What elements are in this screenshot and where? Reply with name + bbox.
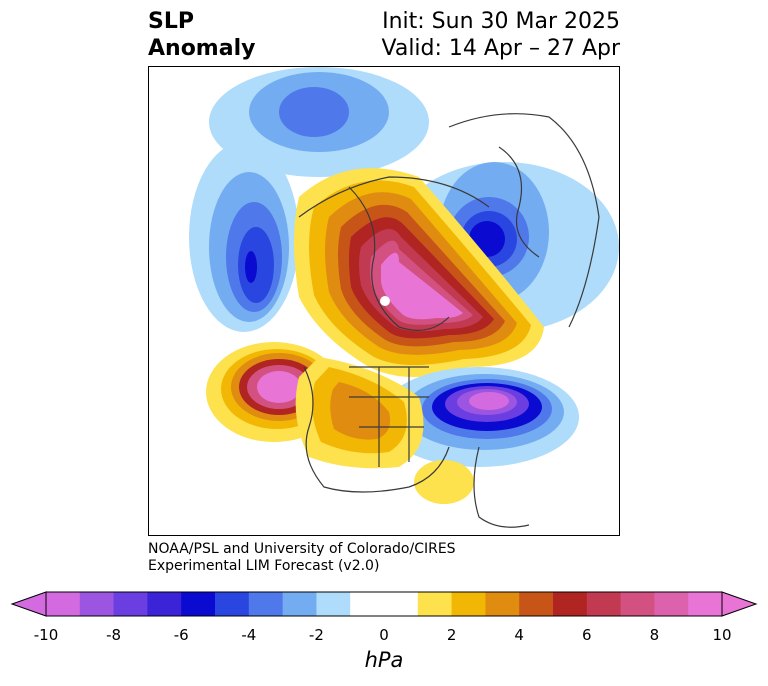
colorbar-cell [248, 592, 284, 616]
colorbar-tick-label: -4 [241, 626, 257, 644]
colorbar [10, 591, 758, 617]
colorbar-cell [417, 592, 453, 616]
colorbar-tick-label: -2 [308, 626, 324, 644]
title-line-1: SLP [148, 9, 194, 34]
valid-range: Valid: 14 Apr – 27 Apr [381, 36, 621, 61]
colorbar-cell [316, 592, 351, 616]
anomaly-gulf-of-alaska-low [189, 142, 299, 332]
map-panel [148, 66, 620, 536]
colorbar-tick-label: 0 [379, 626, 389, 644]
colorbar-tick-label: -8 [106, 626, 122, 644]
anomaly-central-north-america-high [295, 357, 474, 504]
colorbar-cell [113, 592, 148, 616]
colorbar-cell [181, 592, 216, 616]
colorbar-cell [451, 592, 486, 616]
colorbar-cell [46, 592, 81, 616]
colorbar-cell [688, 592, 723, 616]
colorbar-cell [384, 592, 419, 616]
colorbar-tick-label: 2 [446, 626, 457, 644]
colorbar-tick-label: -10 [33, 626, 59, 644]
title-line-2: Anomaly [148, 36, 256, 61]
colorbar-cell [654, 592, 689, 616]
colorbar-extend-max [721, 591, 758, 617]
colorbar-tick-label: 6 [582, 626, 592, 644]
colorbar-cell [282, 592, 317, 616]
colorbar-cell [519, 592, 554, 616]
colorbar-cell [350, 592, 385, 616]
colorbar-cell [79, 592, 115, 616]
colorbar-cell [485, 592, 520, 616]
colorbar-cell [215, 592, 250, 616]
colorbar-outline [45, 591, 723, 617]
colorbar-cell [620, 592, 655, 616]
colorbar-tick-label: 10 [712, 626, 732, 644]
colorbar-cell [147, 592, 182, 616]
slp-anomaly-map [189, 67, 619, 528]
colorbar-units: hPa [364, 648, 404, 672]
colorbar-tick-label: 4 [514, 626, 524, 644]
forecast-dates: Init: Sun 30 Mar 2025 Valid: 14 Apr – 27… [382, 8, 621, 62]
map-title: SLP Anomaly [148, 8, 255, 62]
coastlines [298, 113, 600, 528]
anomaly-arctic-high [294, 168, 544, 377]
credit-line-1: NOAA/PSL and University of Colorado/CIRE… [148, 541, 456, 557]
credit-text: NOAA/PSL and University of Colorado/CIRE… [148, 541, 456, 575]
colorbar-extend-min [10, 591, 47, 617]
init-date: Init: Sun 30 Mar 2025 [382, 9, 620, 34]
anomaly-north-atlantic-low [379, 367, 579, 467]
credit-line-2: Experimental LIM Forecast (v2.0) [148, 558, 380, 574]
colorbar-cell [553, 592, 588, 616]
colorbar-tick-label: 8 [649, 626, 660, 644]
colorbar-cells [46, 592, 723, 616]
anomaly-siberia-low [209, 67, 429, 177]
colorbar-tick-label: -6 [173, 626, 189, 644]
colorbar-cell [586, 592, 622, 616]
